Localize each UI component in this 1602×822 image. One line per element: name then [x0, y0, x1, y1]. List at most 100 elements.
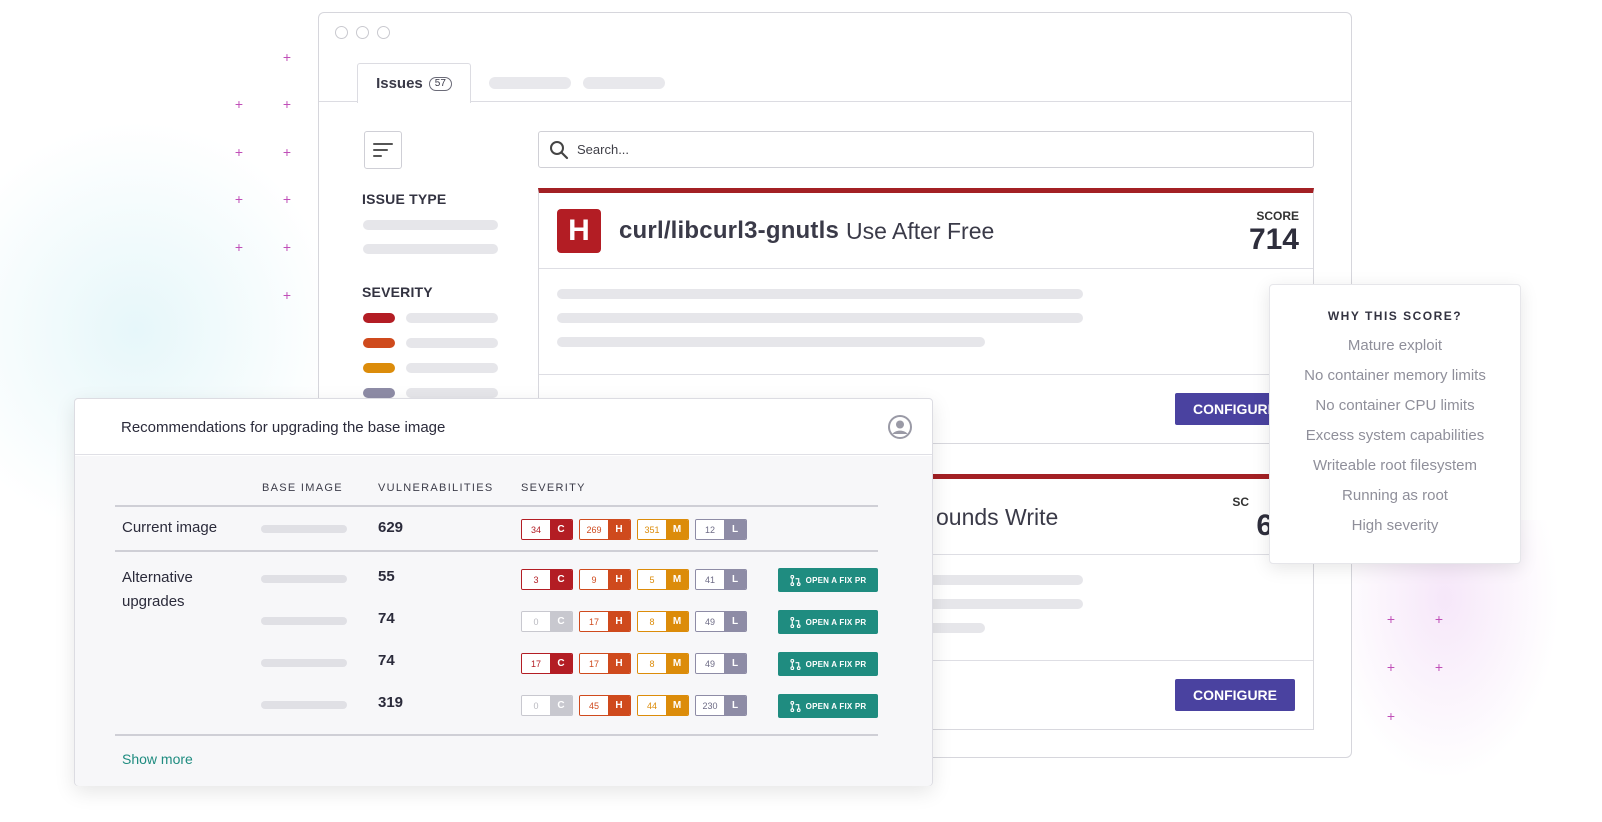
tab-placeholder[interactable] — [583, 77, 665, 89]
severity-breakdown: 34 C 269 H 351 M 12 L — [521, 519, 747, 540]
configure-button[interactable]: CONFIGURE — [1175, 679, 1295, 711]
severity-chip-letter: C — [550, 570, 572, 589]
plus-decoration: + — [234, 239, 244, 255]
severity-medium-pill[interactable] — [363, 363, 395, 373]
severity-option[interactable] — [406, 388, 498, 398]
severity-chip-letter: C — [550, 612, 572, 631]
open-fix-pr-button[interactable]: OPEN A FIX PR — [778, 568, 878, 592]
why-score-reason: No container CPU limits — [1315, 397, 1475, 414]
open-fix-pr-label: OPEN A FIX PR — [805, 617, 867, 627]
severity-chip-count: 3 — [522, 570, 550, 589]
window-minimize-dot[interactable] — [356, 26, 369, 39]
severity-chip-count: 9 — [580, 570, 608, 589]
severity-chip-count: 0 — [522, 696, 550, 715]
show-more-link[interactable]: Show more — [122, 751, 193, 767]
severity-chip-count: 49 — [696, 654, 724, 673]
tab-issues-label: Issues — [376, 75, 423, 92]
base-image-placeholder — [261, 525, 347, 533]
severity-chip-high: 269 H — [579, 519, 631, 540]
score-value: 6 — [1256, 509, 1273, 542]
window-controls — [335, 26, 390, 39]
tab-placeholder[interactable] — [489, 77, 571, 89]
text-placeholder — [557, 337, 985, 347]
plus-decoration: + — [1386, 611, 1396, 627]
tab-issues[interactable]: Issues 57 — [357, 63, 471, 103]
severity-option[interactable] — [406, 363, 498, 373]
plus-decoration: + — [234, 144, 244, 160]
score-value: 714 — [1248, 223, 1299, 256]
open-fix-pr-button[interactable]: OPEN A FIX PR — [778, 694, 878, 718]
severity-high-pill[interactable] — [363, 338, 395, 348]
severity-chip-letter: M — [666, 520, 688, 539]
vulnerability-count: 629 — [378, 519, 404, 536]
severity-option[interactable] — [406, 313, 498, 323]
why-score-list: Mature exploit No container memory limit… — [1270, 331, 1520, 541]
severity-chip-letter: L — [724, 654, 746, 673]
current-image-label: Current image — [122, 519, 218, 536]
severity-chip-medium: 44 M — [637, 695, 689, 716]
issue-type-option[interactable] — [363, 244, 498, 254]
vulnerability-count: 319 — [378, 694, 404, 711]
severity-chip-count: 5 — [638, 570, 666, 589]
severity-badge: H — [557, 209, 601, 253]
severity-chip-count: 34 — [522, 520, 550, 539]
severity-chip-letter: H — [608, 654, 630, 673]
window-maximize-dot[interactable] — [377, 26, 390, 39]
severity-chip-count: 45 — [580, 696, 608, 715]
package-name[interactable]: curl/libcurl3-gnutls — [619, 217, 840, 244]
plus-decoration: + — [282, 144, 292, 160]
severity-critical-pill[interactable] — [363, 313, 395, 323]
severity-chip-count: 17 — [580, 612, 608, 631]
severity-chip-count: 44 — [638, 696, 666, 715]
severity-breakdown: 0 C 45 H 44 M 230 L — [521, 695, 747, 716]
severity-chip-letter: C — [550, 520, 572, 539]
severity-chip-count: 8 — [638, 654, 666, 673]
vulnerability-count: 74 — [378, 652, 395, 669]
search-input[interactable] — [577, 138, 1277, 160]
text-placeholder — [557, 289, 1083, 299]
search-icon — [550, 141, 569, 160]
filter-icon — [373, 155, 382, 157]
table-divider — [115, 550, 878, 552]
plus-decoration: + — [234, 191, 244, 207]
open-fix-pr-button[interactable]: OPEN A FIX PR — [778, 652, 878, 676]
severity-chip-count: 351 — [638, 520, 666, 539]
severity-breakdown: 17 C 17 H 8 M 49 L — [521, 653, 747, 674]
severity-chip-letter: M — [666, 612, 688, 631]
issue-card-header[interactable]: H curl/libcurl3-gnutls Use After Free SC… — [539, 193, 1313, 269]
plus-decoration: + — [1386, 659, 1396, 675]
severity-chip-low: 12 L — [695, 519, 747, 540]
severity-low-pill[interactable] — [363, 388, 395, 398]
severity-chip-count: 17 — [522, 654, 550, 673]
severity-chip-letter: M — [666, 654, 688, 673]
vulnerability-name: ounds Write — [936, 504, 1059, 530]
plus-decoration: + — [1434, 659, 1444, 675]
table-divider — [115, 505, 878, 507]
base-image-placeholder — [261, 701, 347, 709]
table-divider — [115, 734, 878, 736]
severity-chip-high: 17 H — [579, 653, 631, 674]
base-image-placeholder — [261, 617, 347, 625]
severity-chip-critical: 34 C — [521, 519, 573, 540]
severity-chip-low: 49 L — [695, 611, 747, 632]
issue-type-option[interactable] — [363, 220, 498, 230]
sort-filter-button[interactable] — [364, 131, 402, 169]
plus-decoration: + — [1386, 708, 1396, 724]
filter-icon — [373, 143, 393, 145]
severity-chip-count: 41 — [696, 570, 724, 589]
severity-option[interactable] — [406, 338, 498, 348]
vulnerability-name: Use After Free — [846, 218, 995, 244]
window-close-dot[interactable] — [335, 26, 348, 39]
open-fix-pr-label: OPEN A FIX PR — [805, 659, 867, 669]
text-placeholder — [557, 313, 1083, 323]
user-avatar-icon[interactable] — [888, 415, 912, 439]
open-fix-pr-label: OPEN A FIX PR — [805, 575, 867, 585]
severity-chip-letter: H — [608, 696, 630, 715]
severity-chip-letter: H — [608, 570, 630, 589]
why-score-reason: No container memory limits — [1304, 367, 1486, 384]
open-fix-pr-button[interactable]: OPEN A FIX PR — [778, 610, 878, 634]
